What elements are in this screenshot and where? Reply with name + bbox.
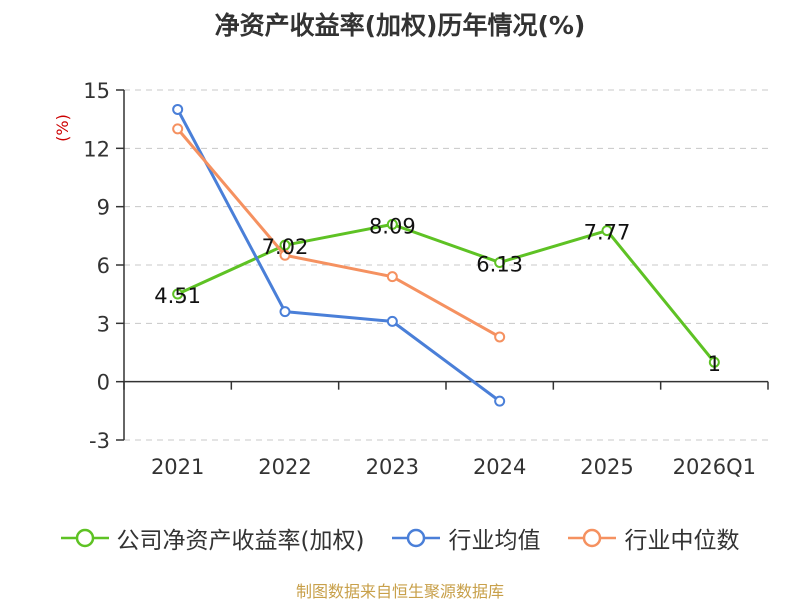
data-point bbox=[172, 103, 184, 115]
x-tick-label: 2023 bbox=[366, 455, 419, 479]
y-tick-label: 9 bbox=[97, 196, 110, 220]
data-point bbox=[494, 256, 506, 268]
gridlines bbox=[124, 89, 768, 441]
legend-line-marker-icon bbox=[60, 528, 109, 548]
x-tick-label: 2025 bbox=[580, 455, 633, 479]
series-line bbox=[176, 108, 501, 403]
series-lines bbox=[172, 103, 720, 407]
x-tick-label: 2026Q1 bbox=[673, 455, 756, 479]
legend-item-industry-median[interactable]: 行业中位数 bbox=[568, 521, 739, 555]
legend-label: 公司净资产收益率(加权) bbox=[116, 528, 365, 554]
data-point bbox=[386, 315, 398, 327]
data-point bbox=[494, 331, 506, 343]
data-label: 4.51 bbox=[154, 284, 201, 308]
series-line bbox=[176, 127, 501, 339]
data-point bbox=[601, 225, 613, 237]
legend-line-marker-icon bbox=[392, 528, 441, 548]
data-point bbox=[386, 218, 398, 230]
data-point bbox=[279, 306, 291, 318]
axes: -3 0 3 6 9 12 15 2021 2022 2023 2024 2025 2026Q1 bbox=[83, 79, 769, 479]
data-label: 6.13 bbox=[476, 252, 523, 276]
source-note: 制图数据来自恒生聚源数据库 bbox=[295, 582, 504, 601]
data-label: 1 bbox=[708, 352, 721, 376]
legend-label: 行业均值 bbox=[448, 528, 541, 554]
y-tick-label: 3 bbox=[97, 312, 110, 336]
legend-line-marker-icon bbox=[568, 528, 617, 548]
data-labels: 4.51 7.02 8.09 6.13 7.77 1 bbox=[154, 214, 721, 376]
data-point bbox=[494, 395, 506, 407]
series-line bbox=[177, 222, 716, 364]
x-tick-label: 2021 bbox=[151, 455, 204, 479]
data-point bbox=[279, 239, 291, 251]
data-point bbox=[172, 123, 184, 135]
legend: 公司净资产收益率(加权) 行业均值 行业中位数 bbox=[0, 518, 800, 558]
data-point bbox=[279, 249, 291, 261]
y-tick-label: -3 bbox=[89, 429, 110, 453]
data-point bbox=[708, 356, 720, 368]
x-tick-label: 2022 bbox=[258, 455, 311, 479]
y-tick-label: 6 bbox=[97, 254, 110, 278]
legend-label: 行业中位数 bbox=[624, 528, 740, 554]
y-axis-label: (%) bbox=[53, 114, 72, 142]
legend-item-industry-mean[interactable]: 行业均值 bbox=[392, 521, 540, 555]
chart-title: 净资产收益率(加权)历年情况(%) bbox=[214, 11, 586, 40]
legend-item-company-roe[interactable]: 公司净资产收益率(加权) bbox=[60, 521, 365, 555]
data-label: 8.09 bbox=[369, 214, 416, 238]
data-label: 7.02 bbox=[262, 235, 309, 259]
data-point bbox=[386, 271, 398, 283]
y-tick-label: 15 bbox=[83, 79, 110, 103]
data-point bbox=[172, 288, 184, 300]
y-tick-label: 0 bbox=[97, 371, 110, 395]
y-tick-label: 12 bbox=[83, 137, 110, 161]
x-tick-label: 2024 bbox=[473, 455, 526, 479]
data-label: 7.77 bbox=[584, 221, 631, 245]
